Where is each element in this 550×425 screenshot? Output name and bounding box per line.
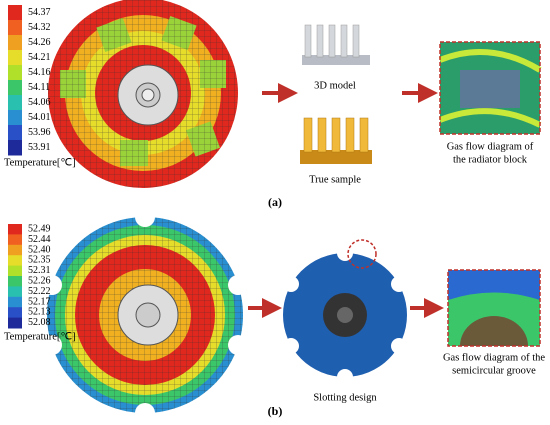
- colorbar-band: [8, 286, 22, 298]
- flow-caption: Gas flow diagram of: [447, 141, 534, 152]
- colorbar-band: [8, 20, 22, 36]
- colorbar-band: [8, 35, 22, 51]
- heatsink-sample: [300, 117, 372, 164]
- colorbar-band: [8, 244, 22, 256]
- heatmap-disc-a: [48, 0, 238, 188]
- colorbar-band: [8, 317, 22, 329]
- flow-caption: semicircular groove: [452, 365, 536, 376]
- colorbar-band: [8, 255, 22, 267]
- legend-tick: 53.96: [28, 127, 51, 138]
- legend-tick: 54.37: [28, 7, 51, 18]
- legend-tick: 54.06: [28, 97, 51, 108]
- colorbar-band: [8, 307, 22, 319]
- colorbar-band: [8, 65, 22, 81]
- colorbar-band: [8, 125, 22, 141]
- legend-tick: 52.17: [28, 296, 51, 307]
- legend-tick: 54.01: [28, 112, 51, 123]
- heatsink-model: [302, 24, 370, 65]
- panel-label: (b): [268, 404, 283, 418]
- flow-image-a: [438, 41, 542, 135]
- flow-caption: the radiator block: [453, 154, 528, 165]
- colorbar-band: [8, 234, 22, 246]
- legend-tick: 52.08: [28, 317, 51, 328]
- colorbar-band: [8, 224, 22, 235]
- legend-tick: 52.31: [28, 265, 51, 276]
- colorbar-band: [8, 95, 22, 111]
- legend-tick: 52.35: [28, 255, 51, 266]
- colorbar-band: [8, 140, 22, 156]
- legend-tick: 52.49: [28, 223, 51, 234]
- legend-tick: 52.13: [28, 307, 51, 318]
- flow-caption: Gas flow diagram of the: [443, 352, 545, 363]
- legend-tick: 52.22: [28, 286, 51, 297]
- slotted-disc: [283, 239, 407, 385]
- colorbar-band: [8, 265, 22, 277]
- heatmap-disc-b: [42, 207, 248, 423]
- colorbar-a-bands: 54.37 54.32 54.26 54.21 54.16 54.11 54.06 54.01…: [8, 5, 51, 156]
- legend-tick: 54.21: [28, 52, 51, 63]
- model-label: 3D model: [314, 80, 356, 91]
- colorbar-band: [8, 296, 22, 308]
- legend-tick: 52.40: [28, 244, 51, 255]
- panel-label: (a): [268, 195, 282, 209]
- colorbar-band: [8, 110, 22, 126]
- legend-title: Temperature[℃]: [4, 331, 76, 342]
- design-label: Slotting design: [313, 392, 377, 403]
- legend-tick: 54.26: [28, 37, 51, 48]
- legend-tick: 52.26: [28, 275, 51, 286]
- legend-tick: 54.11: [28, 82, 50, 93]
- colorbar-band: [8, 5, 22, 21]
- legend-tick: 52.44: [28, 234, 51, 245]
- colorbar-band: [8, 80, 22, 96]
- colorbar-band: [8, 50, 22, 66]
- legend-tick: 54.32: [28, 22, 51, 33]
- legend-tick: 54.16: [28, 67, 51, 78]
- flow-image-b: [447, 269, 541, 347]
- colorbar-band: [8, 276, 22, 287]
- colorbar-b-bands: 52.4952.4452.4052.3552.3152.2652.2252.17…: [8, 223, 51, 329]
- legend-tick: 53.91: [28, 142, 51, 153]
- legend-title: Temperature[℃]: [4, 157, 76, 168]
- sample-label: True sample: [309, 174, 361, 185]
